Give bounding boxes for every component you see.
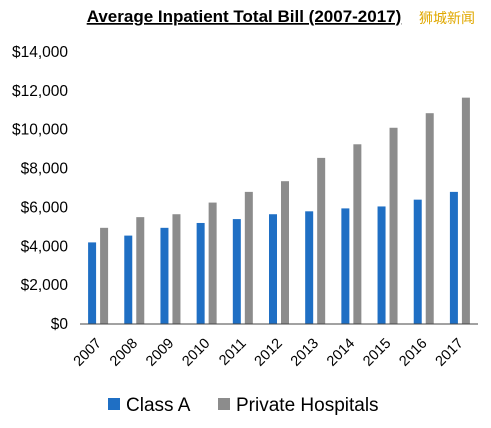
private-hospitals-bar-2015	[389, 127, 398, 325]
private-hospitals-bar-2016	[425, 113, 434, 324]
class-a-bar-2014	[341, 208, 350, 324]
x-tick-label-2015: 2015	[360, 336, 394, 370]
x-tick-label-2012: 2012	[252, 336, 286, 370]
legend-class-a-label: Class A	[126, 395, 191, 416]
x-tick-label-2013: 2013	[288, 336, 322, 370]
private-hospitals-bar-2009	[172, 214, 181, 324]
watermark-text: 狮城新闻	[419, 11, 475, 27]
legend-private-hospitals-label: Private Hospitals	[236, 395, 379, 416]
y-tick-label: $12,000	[12, 83, 68, 100]
legend-private-hospitals-swatch	[218, 398, 230, 410]
chart-title: Average Inpatient Total Bill (2007-2017)	[87, 7, 402, 26]
x-tick-label-2010: 2010	[179, 336, 213, 370]
x-tick-label-2017: 2017	[433, 336, 467, 370]
y-tick-label: $4,000	[21, 238, 69, 255]
x-tick-label-2008: 2008	[107, 336, 141, 370]
private-hospitals-bar-2007	[100, 227, 109, 324]
y-tick-label: $10,000	[12, 122, 68, 139]
y-axis: $0 $2,000 $4,000 $6,000 $8,000 $10,000 $12,000…	[12, 44, 68, 333]
legend-class-a-swatch	[108, 398, 120, 410]
x-tick-label-2009: 2009	[143, 336, 177, 370]
class-a-bar-2016	[413, 199, 422, 324]
private-hospitals-bar-2011	[244, 191, 253, 324]
y-tick-label: $6,000	[21, 199, 69, 216]
bars-group	[88, 97, 470, 325]
y-tick-label: $14,000	[12, 44, 68, 61]
x-tick-label-2016: 2016	[396, 336, 430, 370]
class-a-bar-2009	[160, 227, 169, 324]
class-a-bar-2015	[377, 206, 386, 324]
private-hospitals-bar-2012	[281, 181, 289, 324]
y-tick-label: $2,000	[21, 277, 69, 294]
class-a-bar-2013	[305, 211, 314, 324]
private-hospitals-bar-2010	[208, 202, 217, 324]
x-axis: 2007 2008 2009 2010 2011 2012 2013 2014 2015 2016…	[71, 336, 467, 370]
x-tick-label-2014: 2014	[324, 336, 358, 370]
class-a-bar-2012	[269, 214, 277, 324]
legend: Class A Private Hospitals	[108, 395, 379, 416]
private-hospitals-bar-2013	[317, 157, 326, 324]
class-a-bar-2010	[196, 222, 205, 324]
x-tick-label-2011: 2011	[216, 336, 249, 369]
class-a-bar-2008	[124, 235, 133, 324]
private-hospitals-bar-2008	[136, 217, 145, 324]
y-tick-label: $0	[51, 316, 69, 333]
private-hospitals-bar-2014	[353, 144, 362, 324]
private-hospitals-bar-2017	[461, 97, 470, 325]
class-a-bar-2007	[88, 242, 97, 324]
x-tick-label-2007: 2007	[71, 336, 105, 370]
class-a-bar-2017	[449, 191, 458, 324]
class-a-bar-2011	[232, 219, 241, 324]
y-tick-label: $8,000	[21, 161, 69, 178]
